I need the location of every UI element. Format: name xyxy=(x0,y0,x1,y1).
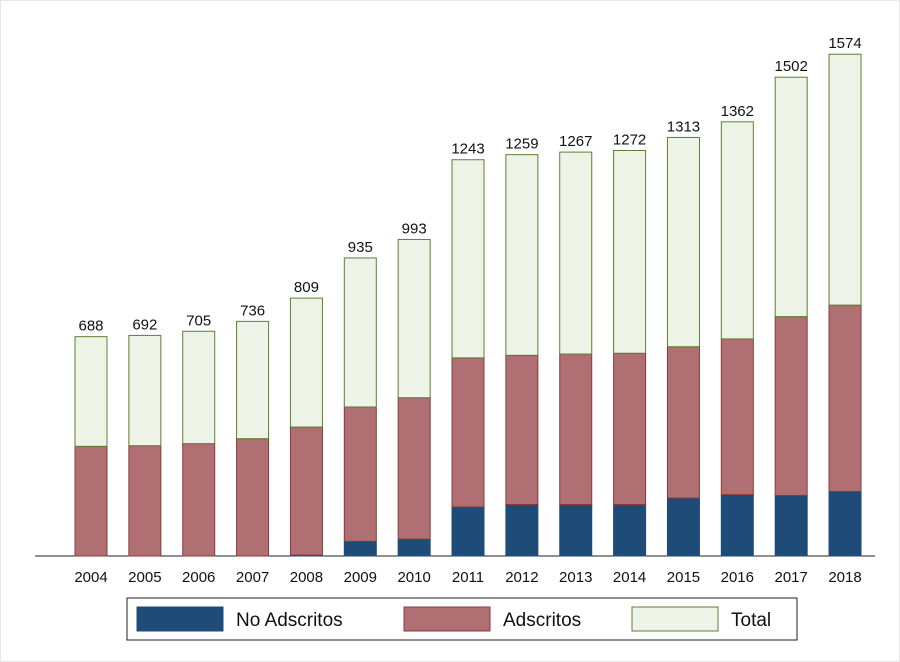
data-label: 688 xyxy=(78,318,103,335)
data-label: 705 xyxy=(186,312,211,329)
x-tick-label: 2016 xyxy=(721,569,754,586)
data-label: 935 xyxy=(348,239,373,256)
bar xyxy=(613,504,647,557)
bar xyxy=(666,136,700,348)
x-tick-label: 2007 xyxy=(236,569,269,586)
legend-swatch xyxy=(631,606,719,632)
data-label: 1267 xyxy=(559,133,592,150)
bar xyxy=(828,53,862,306)
bar xyxy=(666,346,700,499)
x-tick-label: 2011 xyxy=(452,569,484,586)
bar xyxy=(559,151,593,355)
bar xyxy=(128,334,162,447)
bar xyxy=(289,297,323,428)
bar xyxy=(720,121,754,340)
bar xyxy=(236,438,270,557)
data-label: 1313 xyxy=(667,118,700,135)
bar xyxy=(451,506,485,557)
data-label: 692 xyxy=(132,316,157,333)
bar xyxy=(613,150,647,354)
bar xyxy=(74,336,108,447)
data-label: 1243 xyxy=(451,141,484,158)
data-label: 1502 xyxy=(774,58,807,75)
bar xyxy=(128,445,162,557)
bar xyxy=(828,304,862,492)
data-label: 1362 xyxy=(721,103,754,120)
bar xyxy=(397,397,431,540)
x-tick-label: 2005 xyxy=(128,569,161,586)
x-tick-label: 2017 xyxy=(774,569,807,586)
bar xyxy=(505,504,539,557)
bar xyxy=(559,504,593,557)
x-tick-label: 2018 xyxy=(828,569,861,586)
legend-swatch xyxy=(136,606,224,632)
bar xyxy=(613,352,647,506)
data-label: 736 xyxy=(240,302,265,319)
bar xyxy=(720,494,754,557)
x-tick-label: 2008 xyxy=(290,569,323,586)
x-tick-label: 2015 xyxy=(667,569,700,586)
data-label: 809 xyxy=(294,279,319,296)
bar xyxy=(774,76,808,318)
x-tick-label: 2010 xyxy=(397,569,430,586)
bar xyxy=(236,320,270,440)
data-label: 1259 xyxy=(505,136,538,153)
bar xyxy=(505,354,539,506)
bar xyxy=(397,238,431,399)
x-tick-label: 2012 xyxy=(505,569,538,586)
x-tick-label: 2014 xyxy=(613,569,646,586)
bar xyxy=(74,445,108,557)
bar xyxy=(397,538,431,557)
legend-label: Adscritos xyxy=(503,610,581,631)
bar xyxy=(182,330,216,445)
bar xyxy=(559,353,593,506)
bar xyxy=(505,154,539,356)
legend-label: Total xyxy=(731,610,771,631)
x-tick-label: 2006 xyxy=(182,569,215,586)
bar xyxy=(451,159,485,359)
bar xyxy=(774,316,808,496)
bar xyxy=(343,406,377,542)
bar xyxy=(451,357,485,508)
bar xyxy=(720,338,754,496)
legend-swatch xyxy=(403,606,491,632)
bar xyxy=(774,494,808,557)
data-label: 993 xyxy=(402,220,427,237)
x-tick-label: 2004 xyxy=(74,569,107,586)
bar xyxy=(289,426,323,556)
x-tick-label: 2009 xyxy=(344,569,377,586)
x-tick-label: 2013 xyxy=(559,569,592,586)
bar xyxy=(828,490,862,557)
bar xyxy=(666,497,700,557)
bar xyxy=(343,540,377,557)
bar xyxy=(182,443,216,557)
bar xyxy=(343,257,377,408)
data-label: 1574 xyxy=(828,35,861,52)
data-label: 1272 xyxy=(613,132,646,149)
legend-label: No Adscritos xyxy=(236,610,343,631)
